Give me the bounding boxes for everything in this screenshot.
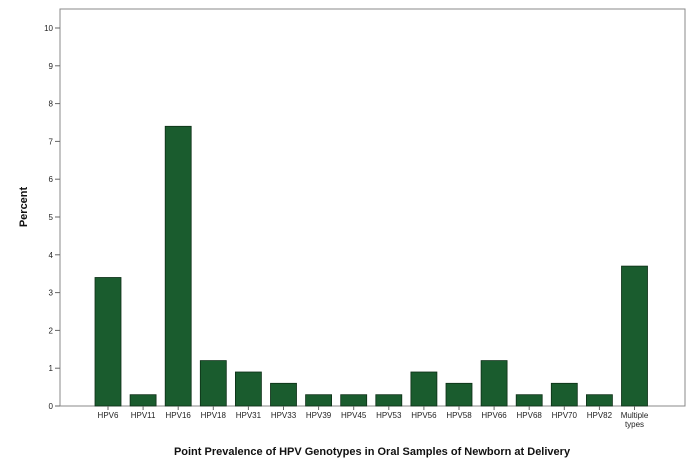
bar	[410, 371, 438, 407]
y-tick-label: 6	[49, 175, 54, 184]
y-tick-label: 0	[49, 402, 54, 411]
bar	[94, 277, 122, 407]
x-tick-label: HPV11	[131, 411, 156, 420]
bar	[480, 360, 508, 407]
y-tick-label: 4	[49, 251, 54, 260]
x-tick-label: HPV6	[98, 411, 119, 420]
y-axis-title: Percent	[18, 186, 30, 227]
bar	[199, 360, 227, 407]
x-tick-label: HPV70	[552, 411, 578, 420]
y-tick-label: 3	[49, 289, 54, 298]
bar	[164, 125, 192, 407]
x-tick-label: HPV31	[236, 411, 262, 420]
y-tick-label: 9	[49, 62, 54, 71]
x-axis: HPV6 HPV11 HPV16 HPV18 HPV31 HPV33 HPV39 HPV45 H…	[98, 406, 649, 429]
bar	[621, 265, 648, 407]
bar	[550, 382, 578, 407]
bars-group	[94, 125, 648, 407]
bar	[375, 394, 403, 407]
y-tick-label: 8	[49, 100, 54, 109]
y-tick-label: 5	[49, 213, 54, 222]
bar	[129, 394, 157, 407]
bar	[445, 382, 473, 407]
x-tick-label: Multiple types	[621, 411, 649, 429]
bar	[515, 394, 543, 407]
x-tick-label: HPV56	[411, 411, 437, 420]
bar	[234, 371, 262, 407]
bar	[586, 394, 613, 407]
x-tick-label: HPV68	[517, 411, 543, 420]
x-tick-label: HPV45	[341, 411, 367, 420]
x-tick-label: HPV39	[306, 411, 332, 420]
bar	[305, 394, 333, 407]
x-tick-label: HPV53	[376, 411, 402, 420]
x-tick-label: HPV82	[587, 411, 613, 420]
x-tick-label: HPV66	[481, 411, 507, 420]
x-axis-title: Point Prevalence of HPV Genotypes in Ora…	[174, 446, 571, 458]
x-tick-label: HPV33	[271, 411, 297, 420]
plot-frame	[59, 8, 686, 407]
x-tick-label: HPV16	[166, 411, 192, 420]
y-axis: 0 1 2 3 4 5 6 7 8 9 10	[44, 24, 60, 411]
bar	[270, 382, 297, 407]
x-tick-label: HPV18	[201, 411, 227, 420]
bar	[340, 394, 368, 407]
y-tick-label: 7	[49, 137, 54, 146]
y-tick-label: 10	[44, 24, 53, 33]
y-tick-label: 1	[49, 364, 54, 373]
x-tick-label: HPV58	[446, 411, 472, 420]
y-tick-label: 2	[49, 326, 54, 335]
